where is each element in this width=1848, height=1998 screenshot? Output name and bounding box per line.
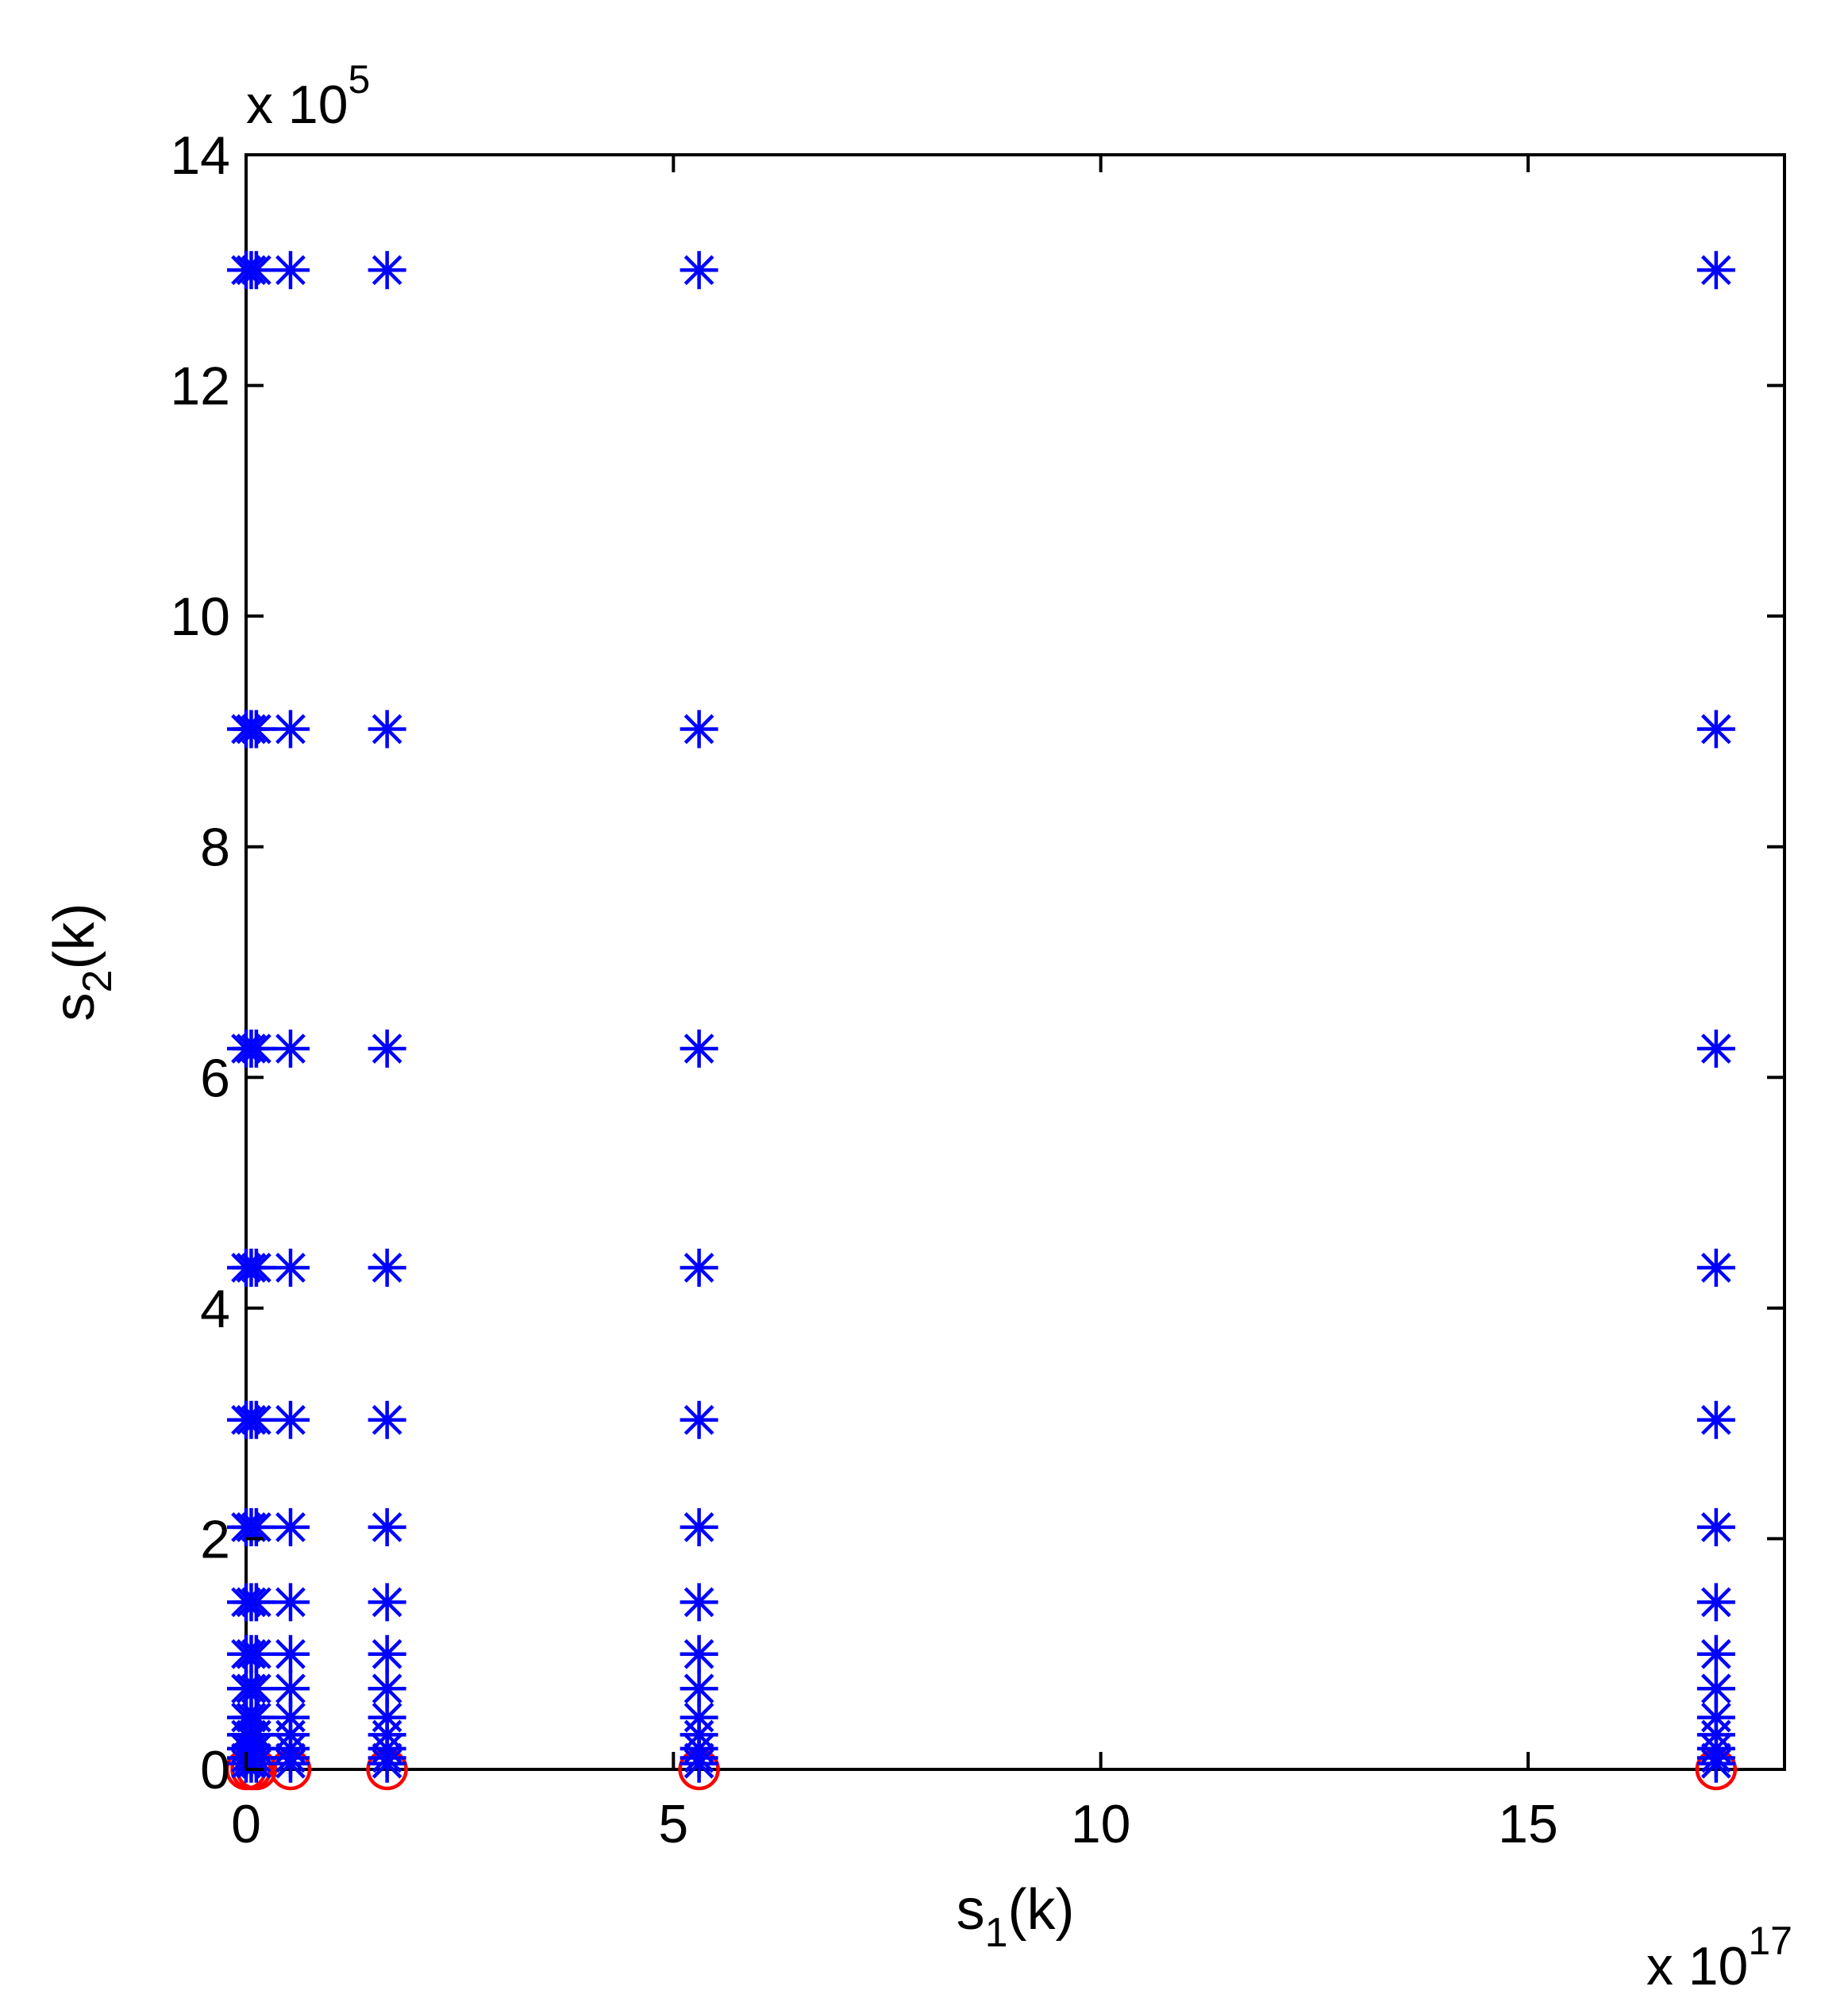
star-point [680,1698,718,1737]
star-point [680,1669,718,1708]
star-point [368,1249,406,1288]
star-point [368,1029,406,1068]
star-point [1696,1698,1735,1737]
star-point [680,251,718,290]
x-tick-label: 15 [1498,1794,1558,1854]
y-tick-label: 4 [200,1279,230,1339]
star-point [1696,1634,1735,1673]
star-point [237,1669,275,1708]
star-point [680,710,718,749]
star-point [237,1634,275,1673]
star-point [271,1583,310,1622]
ticks [244,153,1784,1771]
star-point [237,1249,275,1288]
star-point [271,710,310,749]
x-axis-label: s1(k) [957,1878,1075,1956]
star-point [680,1029,718,1068]
star-point [271,1507,310,1546]
x-tick-label: 0 [231,1794,261,1854]
star-point [237,1400,275,1439]
star-point [680,1583,718,1622]
plot-area [244,153,1786,1771]
y-tick-label: 8 [200,818,230,878]
star-point [680,1634,718,1673]
y-tick-label: 12 [170,356,230,417]
star-point [271,1698,310,1737]
star-point [271,1400,310,1439]
y-tick-label: 10 [170,587,230,647]
star-point [237,251,275,290]
labels: 0 5 10 15 0 2 4 6 8 10 12 14 x 105 x 1017 s1(k) s2(k) [43,57,1792,1996]
y-exponent-label: x 105 [246,57,370,135]
star-point [1696,1400,1735,1439]
star-point [1696,1029,1735,1068]
star-point [368,1583,406,1622]
star-point [680,1400,718,1439]
star-point [271,1029,310,1068]
star-point [368,251,406,290]
star-point [368,710,406,749]
star-point [1696,1249,1735,1288]
star-point [1696,1583,1735,1622]
star-point [1696,1507,1735,1546]
star-point [237,1583,275,1622]
markers [225,251,1738,1791]
star-point [271,1669,310,1708]
y-tick-label: 0 [200,1740,230,1800]
x-exponent-label: x 1017 [1646,1919,1792,1996]
x-tick-label: 5 [658,1794,688,1854]
star-point [1696,710,1735,749]
star-point [271,1634,310,1673]
star-point [237,1507,275,1546]
y-tick-label: 14 [170,125,230,186]
star-point [271,251,310,290]
x-tick-label: 10 [1071,1794,1131,1854]
star-point [368,1669,406,1708]
star-point [680,1507,718,1546]
star-point [237,710,275,749]
axes-frame [244,153,1786,1771]
y-tick-label: 2 [200,1509,230,1569]
star-point [368,1400,406,1439]
y-axis-label: s2(k) [43,903,121,1022]
star-point [271,1249,310,1288]
star-point [1696,251,1735,290]
star-point [1696,1669,1735,1708]
star-point [680,1249,718,1288]
star-point [368,1634,406,1673]
star-point [368,1507,406,1546]
star-point [237,1029,275,1068]
y-tick-label: 6 [200,1048,230,1108]
